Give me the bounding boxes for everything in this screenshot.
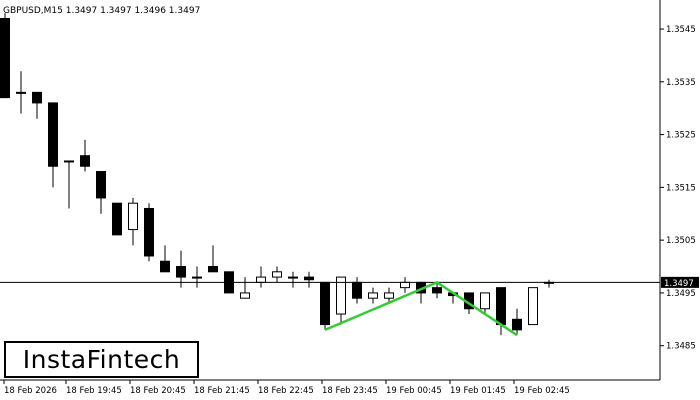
y-tick-label: 1.3515 [666,183,696,193]
candle-body-bearish [320,281,330,326]
candle [352,277,362,304]
candle-body-bullish [384,292,394,299]
candle-body-bearish [496,287,506,326]
candle [240,277,250,299]
candle [480,292,490,315]
candle-body-bearish [288,276,298,279]
candle-body-bearish [192,276,202,279]
x-tick-label: 19 Feb 02:45 [514,386,570,396]
y-axis: 1.35451.35351.35251.35151.35051.34951.34… [660,25,696,352]
candle [320,281,330,330]
candle-body-bullish [128,202,138,231]
brand-logo-text: InstaFintech [22,345,181,374]
y-tick-label: 1.3545 [666,25,696,35]
candle [528,287,538,326]
candle-body-bearish [432,287,442,294]
current-price-marker: 1.3497 [661,276,699,289]
candle-body-bullish [528,287,538,326]
candle-body-bearish [96,171,106,199]
double-bottom-pattern-line [324,280,518,337]
symbol-info: GBPUSD,M15 1.3497 1.3497 1.3496 1.3497 [3,6,200,16]
candle [368,287,378,304]
candle-body-bearish [112,202,122,236]
candle-body-bearish [160,260,170,273]
candle-body-bullish [336,276,346,315]
candle [512,308,522,336]
candle [32,91,42,119]
candle-body-bullish [272,271,282,278]
candle [48,102,58,188]
candle [0,13,10,99]
candle-body-bullish [256,276,266,283]
candle [400,277,410,293]
candle [288,271,298,288]
x-tick-label: 19 Feb 01:45 [450,386,506,396]
candle [192,266,202,288]
candle [256,266,266,288]
candle-body-bearish [208,266,218,273]
x-tick-label: 18 Feb 23:45 [322,386,378,396]
y-tick-label: 1.3495 [666,289,696,299]
candle-body-bearish [0,17,10,99]
candle-body-bullish [480,292,490,310]
x-tick-label: 18 Feb 21:45 [194,386,250,396]
candle-body-bullish [368,292,378,299]
brand-logo: InstaFintech [4,341,199,378]
candle-body-bearish [352,281,362,299]
candle [176,250,186,288]
candle-body-bearish [16,91,26,94]
candle-body-bearish [48,102,58,167]
candle [544,279,554,288]
candle [160,245,170,273]
y-tick-label: 1.3485 [666,342,696,352]
candle-body-bearish [512,318,522,331]
candle [304,271,314,288]
candle-body-bearish [64,160,74,163]
candle-body-bearish [304,276,314,281]
candle [416,281,426,304]
candle-body-bearish [144,207,154,257]
y-tick-label: 1.3535 [666,78,696,88]
current-price-label: 1.3497 [664,279,694,289]
candle [80,139,90,172]
x-tick-label: 18 Feb 2026 [4,386,57,396]
x-tick-label: 19 Feb 00:45 [386,386,442,396]
candle [64,160,74,209]
x-tick-label: 18 Feb 22:45 [258,386,314,396]
candle-body-bearish [176,266,186,278]
candles-layer [0,13,554,336]
candle [384,287,394,304]
candle [96,171,106,214]
candle [432,282,442,299]
candle [272,266,282,283]
candle-body-bullish [400,281,410,289]
y-tick-label: 1.3525 [666,131,696,141]
x-tick-label: 18 Feb 20:45 [130,386,186,396]
candle [128,197,138,246]
x-axis: 18 Feb 2026 18 Feb 19:45 18 Feb 20:45 18 Fe… [3,380,570,396]
x-tick-label: 18 Feb 19:45 [66,386,122,396]
candle-body-bullish [240,292,250,299]
candle-body-bearish [32,91,42,104]
candle [208,245,218,273]
y-tick-label: 1.3505 [666,236,696,246]
candle [336,276,346,325]
candle [144,203,154,262]
candle [16,71,26,114]
candle-body-bearish [80,155,90,167]
candle [112,202,122,236]
